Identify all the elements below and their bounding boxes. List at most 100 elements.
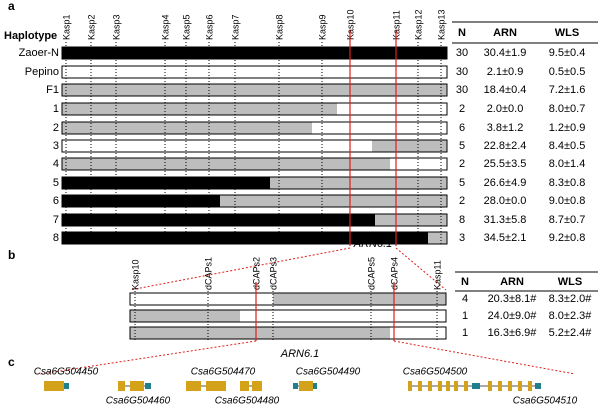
wls-cell: 5.2±2.4#: [549, 327, 593, 339]
haplotype-segment: [312, 122, 447, 134]
marker-label: Kasp9: [317, 14, 327, 40]
haplotype-segment: [428, 232, 447, 244]
n-cell: 30: [456, 84, 468, 96]
haplotype-segment: [130, 310, 240, 322]
gene-label: Csa6G504470: [191, 367, 256, 378]
haplotype-bar: [61, 65, 448, 79]
arn-cell: 2.1±0.9: [487, 66, 524, 78]
wls-cell: 8.4±0.5: [549, 140, 586, 152]
haplotype-segment: [390, 158, 447, 170]
n-cell: 2: [459, 195, 465, 207]
arn-cell: 24.0±9.0#: [488, 310, 538, 322]
exon: [464, 381, 468, 391]
haplotype-segment: [62, 195, 220, 207]
utr: [472, 383, 480, 389]
marker-label: Kasp4: [160, 14, 170, 40]
wls-cell: 9.2±0.8: [549, 232, 586, 244]
haplotype-segment: [62, 84, 447, 96]
haplotype-label: 1: [53, 103, 59, 115]
wls-cell: 1.2±0.9: [549, 122, 586, 134]
gene-label: Csa6G504490: [296, 367, 361, 378]
exon: [518, 381, 522, 391]
arn-cell: 25.5±3.5: [484, 158, 527, 170]
zoom-line: [129, 247, 351, 291]
arn-cell: 28.0±0.0: [484, 195, 527, 207]
utr: [64, 383, 69, 389]
wls-cell: 9.5±0.4: [549, 47, 586, 59]
n-cell: 5: [459, 140, 465, 152]
wls-cell: 8.0±2.3#: [549, 310, 593, 322]
gene-label: Csa6G504450: [34, 367, 99, 378]
haplotype-bar: [61, 46, 448, 60]
marker-label: Kasp5: [181, 14, 191, 40]
marker-label: Kasp3: [111, 14, 121, 40]
marker-label: dCAPs3: [268, 257, 278, 290]
n-cell: 1: [462, 310, 468, 322]
arn-cell: 30.4±1.9: [484, 47, 527, 59]
haplotype-segment: [62, 103, 337, 115]
wls-cell: 8.0±0.7: [549, 103, 586, 115]
exon: [130, 381, 144, 391]
wls-cell: 8.0±1.4: [549, 158, 586, 170]
haplotype-label: F1: [46, 84, 59, 96]
n-cell: 6: [459, 122, 465, 134]
exon: [488, 381, 492, 391]
haplotype-segment: [220, 195, 447, 207]
gene-label: Csa6G504500: [403, 367, 468, 378]
haplotype-label: Pepino: [25, 66, 59, 78]
column-header: N: [458, 27, 466, 39]
utr: [293, 383, 298, 389]
haplotype-bar: [61, 139, 448, 153]
exon: [438, 381, 442, 391]
marker-label: Kasp12: [413, 9, 423, 40]
marker-label: dCAPs5: [366, 257, 376, 290]
haplotype-label: 3: [53, 140, 59, 152]
haplotype-bar: [61, 176, 448, 190]
arn-cell: 2.0±0.0: [487, 103, 524, 115]
exon: [498, 381, 502, 391]
haplotype-label: Zaoer-N: [19, 47, 59, 59]
exon: [508, 381, 512, 391]
haplotype-segment: [62, 122, 312, 134]
exon: [206, 381, 226, 391]
marker-label: dCAPs4: [389, 257, 399, 290]
haplotype-segment: [62, 47, 447, 59]
haplotype-segment: [240, 310, 446, 322]
haplotype-bar: [129, 309, 447, 323]
arn-cell: 18.4±0.4: [484, 84, 527, 96]
marker-label: Kasp10: [130, 259, 140, 290]
column-header: ARN: [493, 27, 517, 39]
marker-label: Kasp6: [204, 14, 214, 40]
qtl-label: ARN6.1: [280, 348, 320, 360]
panel-label: a: [8, 0, 15, 13]
exon: [118, 381, 125, 391]
arn-cell: 31.3±5.8: [484, 214, 527, 226]
haplotype-label: 7: [53, 214, 59, 226]
exon: [186, 381, 201, 391]
haplotype-segment: [62, 158, 390, 170]
n-cell: 1: [462, 327, 468, 339]
column-header: ARN: [500, 276, 524, 288]
arn-cell: 26.6±4.9: [484, 177, 527, 189]
wls-cell: 9.0±0.8: [549, 195, 586, 207]
haplotype-label: 2: [53, 122, 59, 134]
marker-label: Kasp11: [391, 10, 401, 40]
arn-cell: 16.3±6.9#: [488, 327, 538, 339]
arn-cell: 22.8±2.4: [484, 140, 527, 152]
arn-cell: 20.3±8.1#: [488, 293, 538, 305]
marker-label: Kasp7: [230, 14, 240, 40]
arn-cell: 3.8±1.2: [487, 122, 524, 134]
haplotype-segment: [130, 293, 273, 305]
haplotype-bar: [61, 231, 448, 245]
wls-cell: 7.2±1.6: [549, 84, 586, 96]
marker-label: dCAPs1: [203, 257, 213, 290]
haplotype-label: 5: [53, 177, 59, 189]
exon: [528, 381, 532, 391]
haplotype-label: 6: [53, 195, 59, 207]
n-cell: 30: [456, 66, 468, 78]
haplotype-segment: [62, 66, 447, 78]
exon: [252, 381, 262, 391]
haplotype-label: 4: [53, 158, 59, 170]
haplotype-bar: [61, 83, 448, 97]
exon: [428, 381, 432, 391]
